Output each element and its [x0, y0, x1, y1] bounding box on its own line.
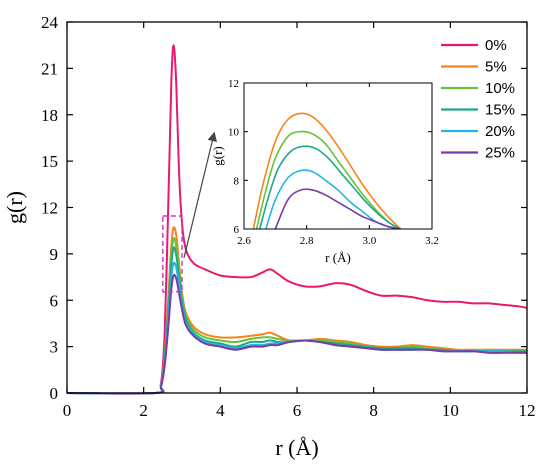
- legend-label-6: 25%: [485, 145, 515, 162]
- x-tick-label: 4: [216, 401, 225, 420]
- series-line-2: [66, 226, 527, 395]
- series-line-1: [66, 44, 528, 395]
- zoom-arrow: [183, 131, 217, 259]
- inset-series-group: [244, 83, 432, 229]
- legend-label-5: 20%: [485, 123, 515, 140]
- y-tick-label: 9: [50, 245, 59, 264]
- series-line-6: [66, 273, 527, 395]
- y-axis-title: g(r): [2, 191, 27, 224]
- x-tick-label: 0: [63, 401, 72, 420]
- legend-label-4: 15%: [485, 102, 515, 119]
- y-tick-label: 6: [50, 291, 59, 310]
- zoom-indicator: [162, 131, 217, 293]
- inset-x-tick-label: 3.2: [425, 235, 439, 247]
- inset-x-tick-label: 2.8: [300, 235, 314, 247]
- inset-y-tick-label: 6: [234, 224, 240, 236]
- series-line-5: [66, 261, 528, 395]
- inset-axes-group: 2.6 2.8 3.0 3.2 6 8 10 12 r (Å) g(r): [210, 78, 439, 265]
- y-tick-label: 15: [41, 152, 58, 171]
- x-tick-label: 10: [442, 401, 459, 420]
- inset-y-tick-label: 8: [234, 175, 240, 187]
- x-axis-title: r (Å): [275, 435, 318, 460]
- inset-background: [244, 83, 432, 229]
- main-series-group: [66, 44, 528, 395]
- inset-y-tick-label: 10: [228, 127, 240, 139]
- inset-x-tick-label: 2.6: [237, 235, 251, 247]
- y-tick-label: 21: [41, 59, 58, 78]
- series-line-4: [66, 246, 527, 395]
- inset-y-tick-label: 12: [228, 78, 239, 90]
- inset-x-axis-title: r (Å): [325, 250, 351, 265]
- x-tick-label: 2: [139, 401, 148, 420]
- series-line-3: [66, 237, 527, 395]
- legend: 0% 5% 10% 15% 20% 25%: [441, 37, 515, 162]
- inset-x-tick-label: 3.0: [362, 235, 376, 247]
- inset-series-line-1: [252, 112, 402, 229]
- legend-label-3: 10%: [485, 80, 515, 97]
- inset-series-line-3: [258, 145, 402, 229]
- inset-series-line-2: [255, 130, 402, 229]
- y-tick-label: 24: [41, 13, 59, 32]
- x-tick-label: 12: [519, 401, 536, 420]
- y-tick-label: 18: [41, 106, 58, 125]
- zoom-region-box: [162, 215, 183, 293]
- legend-label-2: 5%: [485, 59, 507, 76]
- inset-y-axis-title: g(r): [210, 146, 225, 166]
- inset-plot-frame: [243, 82, 433, 230]
- y-tick-label: 0: [50, 384, 59, 403]
- y-tick-label: 3: [50, 338, 59, 357]
- legend-label-1: 0%: [485, 37, 507, 54]
- y-tick-label: 12: [41, 199, 58, 218]
- x-tick-label: 8: [369, 401, 378, 420]
- x-tick-label: 6: [293, 401, 302, 420]
- inset-series-line-5: [274, 188, 401, 229]
